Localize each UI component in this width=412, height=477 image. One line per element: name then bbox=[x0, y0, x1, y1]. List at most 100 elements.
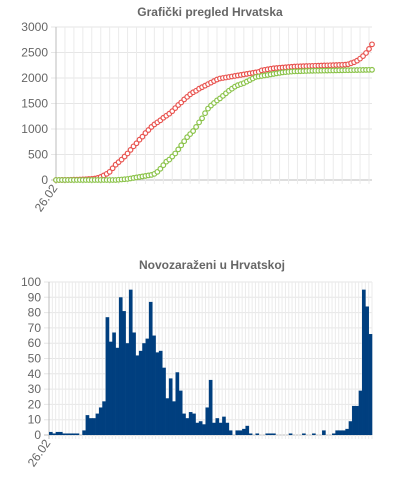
chart2-bar bbox=[88, 418, 93, 435]
chart2-bar bbox=[55, 431, 60, 435]
chart2-bar bbox=[52, 433, 56, 435]
chart2-bar bbox=[152, 335, 156, 435]
chart2-bar bbox=[182, 413, 186, 435]
c2-y-tick-label: 70 bbox=[28, 321, 42, 335]
chart2-bar bbox=[49, 431, 53, 435]
chart1-series2-point bbox=[157, 165, 164, 172]
chart2-bar bbox=[162, 367, 166, 435]
chart2-bar bbox=[358, 390, 363, 435]
c1-y-tick-label: 3000 bbox=[21, 20, 48, 34]
chart1-series2-point bbox=[199, 115, 205, 122]
chart1-series1-point bbox=[124, 150, 131, 157]
chart2-bar bbox=[218, 422, 223, 435]
c1-y-tick-label: 0 bbox=[41, 173, 48, 187]
chart2-bar bbox=[345, 428, 349, 435]
chart-grafički-pregled: Grafički pregled Hrvatska 0 500 1000 1500 20… bbox=[21, 5, 375, 214]
chart2-bar bbox=[142, 343, 146, 435]
chart1-series2-point bbox=[172, 150, 179, 157]
chart2-bar bbox=[138, 350, 143, 435]
c2-y-tick-label: 60 bbox=[28, 336, 42, 350]
c1-x-tick-label: 26.02 bbox=[32, 181, 61, 214]
chart2-bar bbox=[352, 405, 356, 435]
chart2-bar bbox=[302, 433, 306, 435]
chart2-bar bbox=[312, 433, 316, 435]
chart2-bar bbox=[105, 317, 110, 435]
chart2-bar bbox=[85, 415, 90, 435]
chart2-bar bbox=[288, 433, 293, 435]
chart2-bar bbox=[365, 306, 369, 435]
chart1-series1-point bbox=[139, 133, 146, 140]
chart2-bar bbox=[248, 433, 253, 435]
chart2-bar bbox=[265, 433, 270, 435]
chart2-bar bbox=[135, 355, 140, 435]
chart2-bar bbox=[132, 332, 136, 435]
c2-y-tick-label: 100 bbox=[21, 275, 41, 289]
chart2-bar bbox=[118, 297, 123, 435]
chart2-bar bbox=[125, 343, 130, 435]
chart2-bar bbox=[202, 424, 206, 435]
chart2-bar bbox=[355, 405, 359, 435]
c2-y-tick-label: 80 bbox=[28, 306, 42, 320]
chart2-bar bbox=[145, 338, 150, 435]
c1-y-tick-label: 1500 bbox=[21, 97, 48, 111]
chart2-bar bbox=[212, 422, 216, 435]
chart2-bars bbox=[49, 289, 373, 435]
c1-y-tick-label: 1000 bbox=[21, 122, 48, 136]
c2-y-tick-label: 50 bbox=[28, 352, 42, 366]
c2-y-tick-label: 40 bbox=[28, 367, 42, 381]
chart1-series2-point bbox=[160, 162, 167, 169]
chart2-bar bbox=[112, 332, 116, 435]
chart2-bar bbox=[188, 412, 193, 435]
chart2-bar bbox=[338, 430, 343, 435]
chart2-bar bbox=[155, 352, 160, 435]
chart2-bar bbox=[115, 347, 120, 435]
chart2-bar bbox=[92, 418, 96, 435]
chart2-bar bbox=[62, 433, 66, 435]
chart2-title: Novozaraženi u Hrvatskoj bbox=[139, 258, 285, 272]
chart1-series1-point bbox=[133, 140, 140, 147]
chart2-bar bbox=[205, 407, 210, 435]
chart2-bar bbox=[335, 430, 340, 435]
chart2-bar bbox=[122, 311, 126, 435]
chart2-bar bbox=[195, 422, 200, 435]
chart1-grid bbox=[51, 26, 372, 184]
c2-y-tick-label: 10 bbox=[28, 413, 42, 427]
chart2-bar bbox=[148, 301, 153, 435]
chart1-series2-point bbox=[190, 128, 197, 134]
chart2-bar bbox=[198, 421, 203, 435]
chart1-series1-point bbox=[106, 168, 113, 175]
chart2-bar bbox=[95, 413, 100, 435]
chart2-bar bbox=[185, 418, 190, 435]
chart1-points bbox=[53, 41, 375, 183]
chart1-title: Grafički pregled Hrvatska bbox=[137, 5, 283, 19]
chart2-bar bbox=[75, 433, 80, 435]
chart1-y-ticks: 0 500 1000 1500 2000 2500 3000 bbox=[21, 20, 48, 187]
chart1-series1-point bbox=[366, 46, 372, 52]
chart2-bar bbox=[242, 428, 246, 435]
chart2-bar bbox=[222, 416, 226, 435]
chart2-bar bbox=[102, 401, 106, 435]
c2-x-tick-label: 26.02 bbox=[25, 436, 54, 469]
c1-y-tick-label: 500 bbox=[28, 148, 48, 162]
chart1-series1-point bbox=[127, 147, 134, 153]
chart1-series2-point bbox=[181, 138, 188, 145]
chart2-bar bbox=[272, 433, 276, 435]
chart2-bar bbox=[362, 289, 366, 435]
chart2-bar bbox=[65, 433, 70, 435]
chart2-bar bbox=[245, 425, 250, 435]
c1-y-tick-label: 2000 bbox=[21, 71, 48, 85]
chart2-bar bbox=[128, 289, 133, 435]
chart2-bar bbox=[172, 401, 176, 435]
chart2-bar bbox=[82, 430, 86, 435]
c2-y-tick-label: 20 bbox=[28, 397, 42, 411]
chart1-series2-point bbox=[178, 142, 185, 149]
chart2-bar bbox=[332, 433, 336, 435]
chart2-x-ticks: 26.02 bbox=[25, 436, 54, 469]
chart2-bar bbox=[215, 418, 220, 435]
chart1-series2-point bbox=[196, 119, 202, 126]
chart2-bar bbox=[168, 378, 173, 435]
c1-y-tick-label: 2500 bbox=[21, 46, 48, 60]
